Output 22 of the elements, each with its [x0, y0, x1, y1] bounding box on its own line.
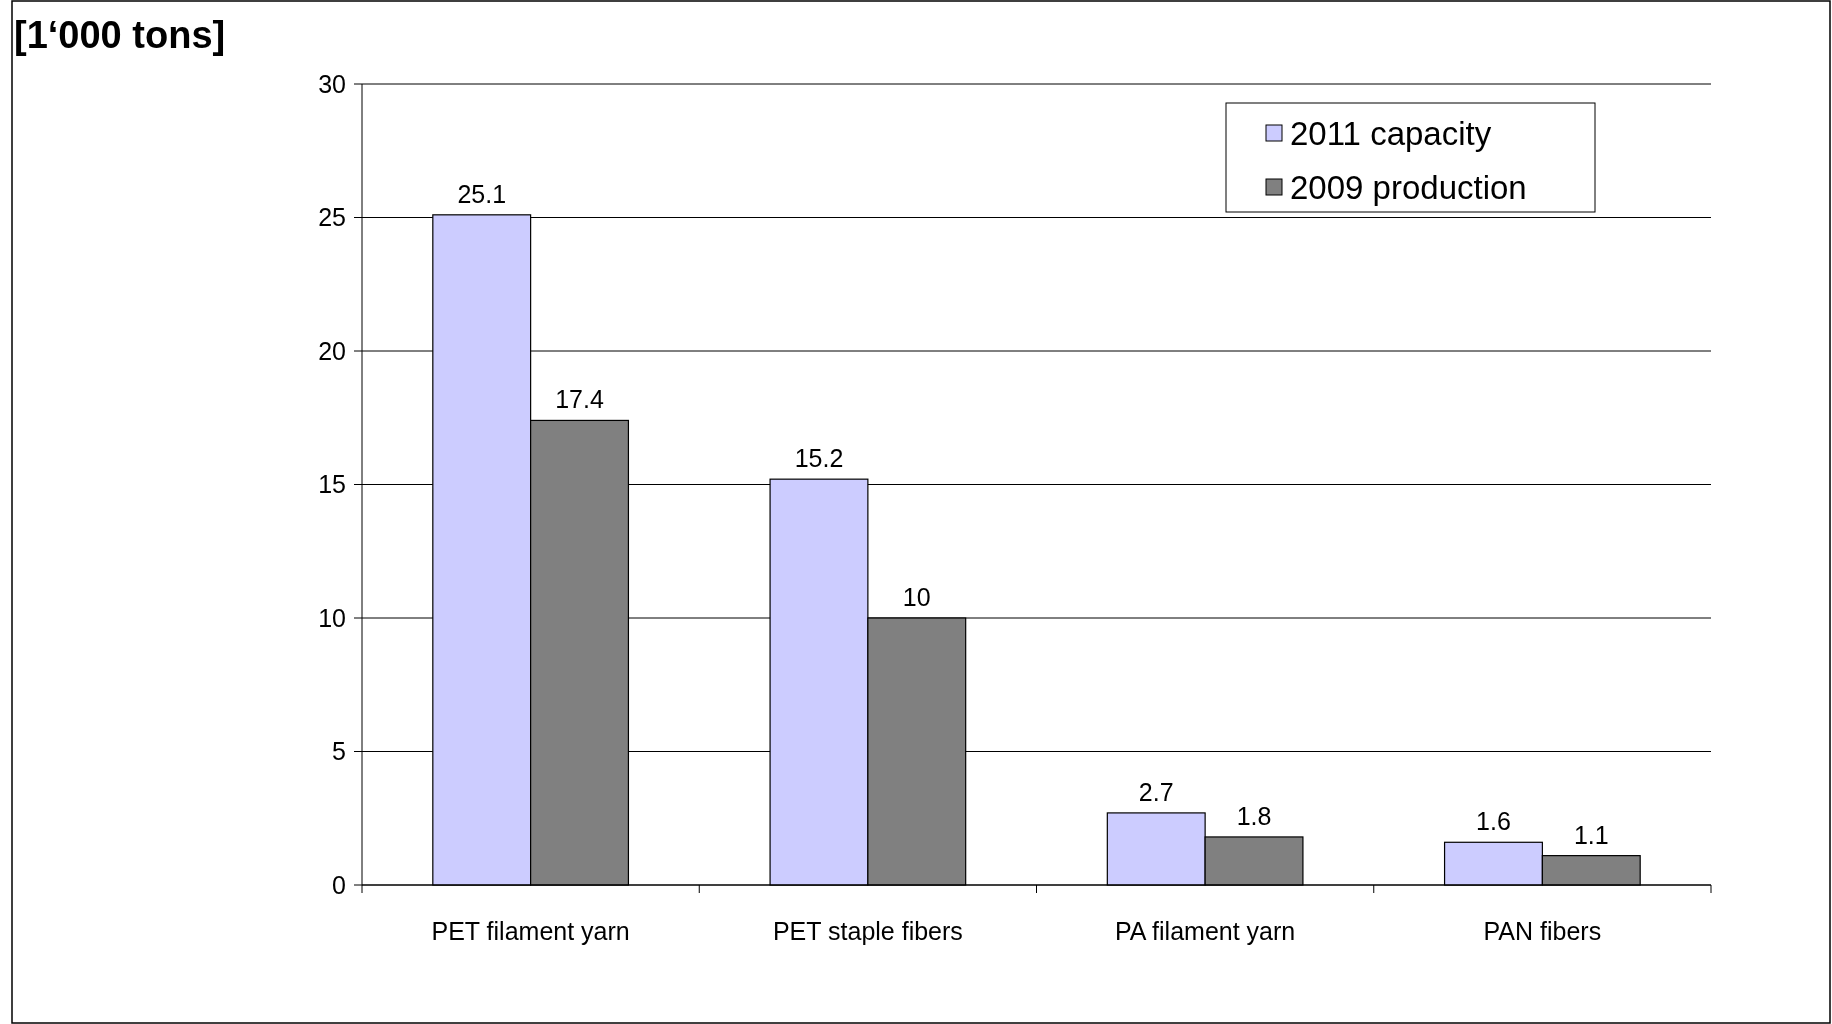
y-tick-label: 30 [318, 69, 346, 98]
x-tick-label: PAN fibers [1483, 917, 1602, 945]
data-label: 15.2 [794, 444, 844, 473]
x-tick-label: PET filament yarn [431, 917, 630, 945]
y-tick-label: 20 [318, 336, 346, 365]
legend-label: 2011 capacity [1290, 114, 1492, 152]
legend-label: 2009 production [1290, 168, 1527, 206]
y-tick-label: 15 [318, 470, 346, 499]
data-label: 1.6 [1476, 807, 1511, 836]
data-label: 1.1 [1573, 820, 1609, 849]
y-tick-label: 10 [318, 603, 346, 632]
data-label: 10 [902, 583, 931, 611]
y-tick-label: 5 [332, 737, 346, 766]
y-tick-label: 0 [332, 870, 346, 899]
data-label: 17.4 [555, 385, 604, 414]
data-label: 2.7 [1138, 777, 1174, 806]
y-tick-label: 25 [318, 203, 346, 232]
y-axis-title: [1‘000 tons] [14, 14, 226, 56]
x-tick-label: PET staple fibers [772, 917, 963, 945]
x-tick-label: PA filament yarn [1115, 917, 1296, 945]
data-label: 25.1 [457, 179, 507, 208]
data-label: 1.8 [1236, 801, 1272, 830]
